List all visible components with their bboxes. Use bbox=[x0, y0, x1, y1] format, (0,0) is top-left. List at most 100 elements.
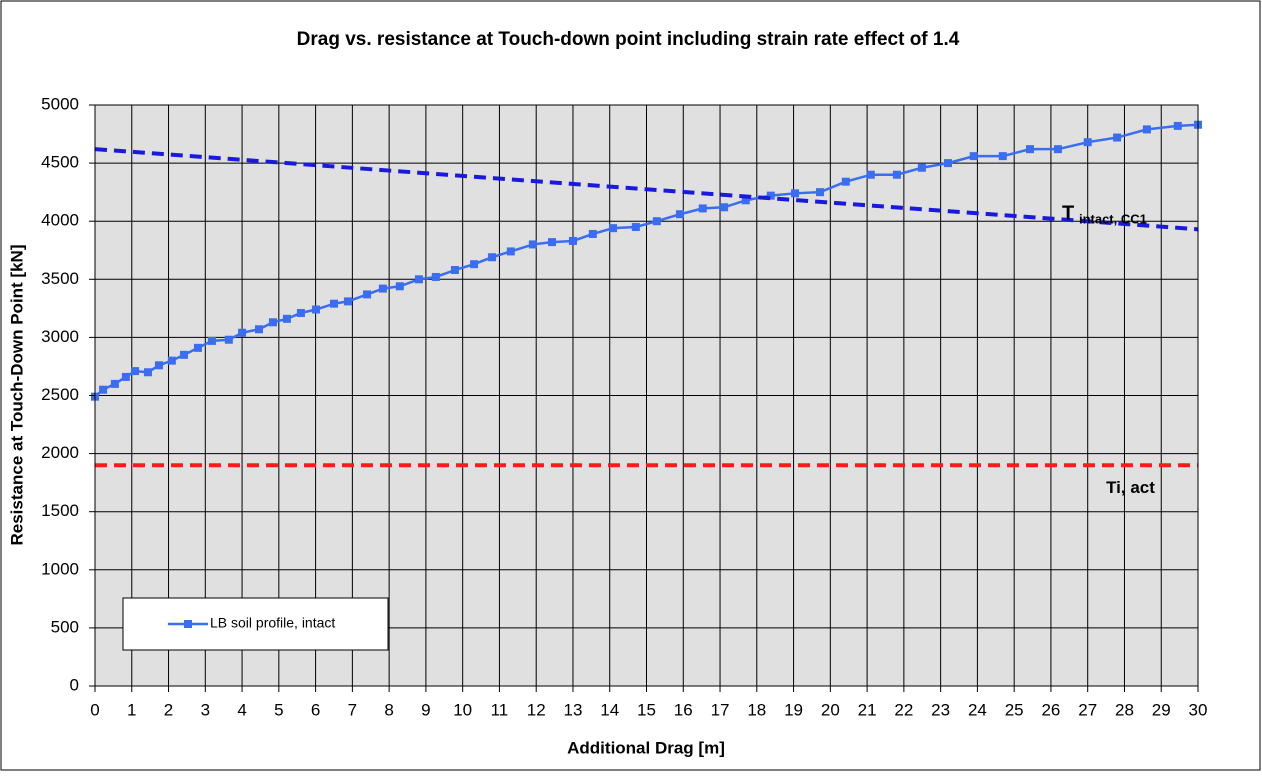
y-tick-label: 5000 bbox=[41, 94, 79, 113]
marker bbox=[506, 247, 515, 256]
marker bbox=[791, 189, 800, 198]
marker bbox=[254, 325, 263, 334]
plot-border bbox=[94, 104, 1199, 687]
marker bbox=[268, 318, 277, 327]
marker bbox=[720, 203, 729, 212]
chart-title: Drag vs. resistance at Touch-down point … bbox=[297, 29, 960, 50]
annotation-sub: intact, CC1 bbox=[1079, 212, 1147, 227]
x-tick-label: 16 bbox=[674, 700, 693, 719]
x-tick-label: 12 bbox=[527, 700, 546, 719]
x-tick-label: 5 bbox=[274, 700, 283, 719]
x-tick-label: 17 bbox=[711, 700, 730, 719]
y-tick-label: 0 bbox=[70, 675, 79, 694]
x-tick-label: 22 bbox=[894, 700, 913, 719]
marker bbox=[282, 314, 291, 323]
x-tick-label: 9 bbox=[421, 700, 430, 719]
marker bbox=[1025, 145, 1034, 154]
x-tick-label: 15 bbox=[637, 700, 656, 719]
marker bbox=[892, 170, 901, 179]
marker bbox=[609, 224, 618, 233]
marker bbox=[329, 299, 338, 308]
y-axis-label: Resistance at Touch-Down Point [kN] bbox=[7, 245, 26, 546]
marker bbox=[207, 336, 216, 345]
marker bbox=[311, 305, 320, 314]
marker bbox=[698, 204, 707, 213]
x-tick-label: 26 bbox=[1041, 700, 1060, 719]
x-tick-label: 19 bbox=[784, 700, 803, 719]
y-tick-label: 3000 bbox=[41, 327, 79, 346]
marker bbox=[528, 240, 537, 249]
marker bbox=[969, 152, 978, 161]
x-tick-label: 25 bbox=[1005, 700, 1024, 719]
marker bbox=[741, 196, 750, 205]
x-tick-label: 8 bbox=[384, 700, 393, 719]
marker bbox=[395, 282, 404, 291]
x-tick-label: 27 bbox=[1078, 700, 1097, 719]
marker bbox=[414, 275, 423, 284]
marker bbox=[193, 343, 202, 352]
y-tick-label: 2000 bbox=[41, 443, 79, 462]
x-tick-label: 7 bbox=[348, 700, 357, 719]
x-tick-label: 21 bbox=[858, 700, 877, 719]
x-tick-label: 24 bbox=[968, 700, 987, 719]
dashed-line bbox=[94, 147, 1199, 232]
x-tick-label: 23 bbox=[931, 700, 950, 719]
marker bbox=[1113, 133, 1122, 142]
marker bbox=[766, 191, 775, 200]
marker bbox=[296, 308, 305, 317]
marker bbox=[568, 236, 577, 245]
marker bbox=[179, 350, 188, 359]
legend-label: LB soil profile, intact bbox=[210, 615, 335, 631]
x-tick-label: 30 bbox=[1189, 700, 1208, 719]
x-tick-label: 3 bbox=[201, 700, 210, 719]
annotation: T bbox=[1062, 203, 1074, 225]
y-tick-label: 3500 bbox=[41, 269, 79, 288]
marker bbox=[343, 297, 352, 306]
marker bbox=[238, 328, 247, 337]
marker bbox=[816, 188, 825, 197]
x-tick-label: 29 bbox=[1152, 700, 1171, 719]
marker bbox=[841, 177, 850, 186]
y-tick-label: 1500 bbox=[41, 501, 79, 520]
x-tick-label: 14 bbox=[600, 700, 619, 719]
marker bbox=[548, 238, 557, 247]
x-tick-label: 13 bbox=[564, 700, 583, 719]
marker bbox=[943, 159, 952, 168]
marker bbox=[652, 217, 661, 226]
marker bbox=[1083, 138, 1092, 147]
x-tick-label: 2 bbox=[164, 700, 173, 719]
y-tick-label: 4500 bbox=[41, 153, 79, 172]
x-tick-label: 4 bbox=[237, 700, 246, 719]
marker bbox=[378, 284, 387, 293]
marker bbox=[431, 272, 440, 281]
marker bbox=[1173, 121, 1182, 130]
marker bbox=[110, 379, 119, 388]
marker bbox=[1053, 145, 1062, 154]
x-axis-label: Additional Drag [m] bbox=[567, 738, 725, 757]
x-tick-label: 11 bbox=[491, 700, 509, 719]
x-tick-label: 28 bbox=[1115, 700, 1134, 719]
marker bbox=[998, 152, 1007, 161]
y-tick-label: 500 bbox=[51, 617, 79, 636]
marker bbox=[167, 356, 176, 365]
y-tick-label: 1000 bbox=[41, 559, 79, 578]
marker bbox=[99, 385, 108, 394]
legend-swatch-marker bbox=[184, 620, 192, 628]
x-tick-label: 20 bbox=[821, 700, 840, 719]
legend-box bbox=[122, 597, 389, 651]
x-tick-label: 10 bbox=[453, 700, 472, 719]
marker bbox=[488, 253, 497, 262]
marker bbox=[1142, 125, 1151, 134]
marker bbox=[154, 361, 163, 370]
marker bbox=[470, 260, 479, 269]
marker bbox=[121, 372, 130, 381]
y-tick-label: 4000 bbox=[41, 211, 79, 230]
x-tick-label: 6 bbox=[311, 700, 320, 719]
y-tick-label: 2500 bbox=[41, 385, 79, 404]
marker bbox=[143, 368, 152, 377]
marker bbox=[866, 170, 875, 179]
annotation: Ti, act bbox=[1106, 478, 1155, 497]
marker bbox=[131, 367, 140, 376]
marker bbox=[917, 163, 926, 172]
